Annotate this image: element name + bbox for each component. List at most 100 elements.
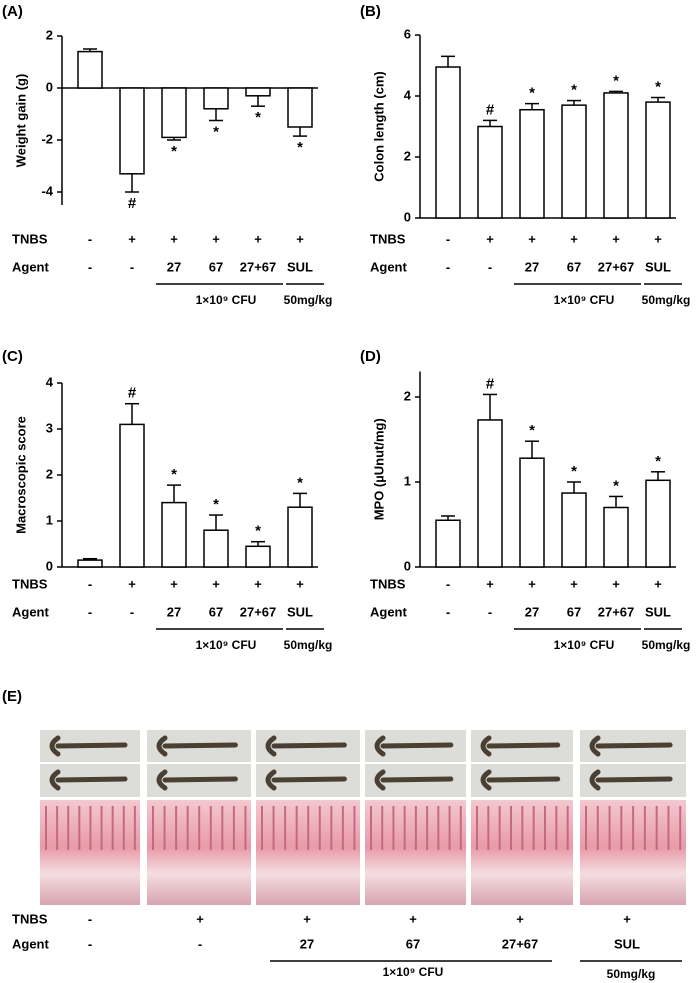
- tnbs-sign: +: [623, 911, 631, 926]
- tnbs-sign: +: [170, 231, 178, 246]
- agent-label: -: [130, 604, 134, 619]
- significance: *: [655, 453, 661, 470]
- bar: [435, 519, 461, 568]
- row-label: Agent: [12, 604, 50, 619]
- bar: [161, 501, 187, 568]
- agent-label: 67: [406, 936, 420, 951]
- tnbs-sign: +: [486, 231, 494, 246]
- agent-label: SUL: [645, 604, 671, 619]
- tnbs-sign: +: [486, 576, 494, 591]
- agent-label: 67: [567, 259, 581, 274]
- group-label: 50mg/kg: [284, 293, 333, 307]
- significance: *: [171, 466, 177, 483]
- y-tick-label: -4: [41, 183, 53, 198]
- y-tick-label: 1: [46, 512, 53, 527]
- panel-title: (C): [2, 348, 23, 365]
- tnbs-sign: +: [296, 231, 304, 246]
- y-axis-label: Colon length (cm): [371, 71, 386, 182]
- bar: [119, 423, 145, 568]
- tnbs-sign: +: [296, 576, 304, 591]
- colon-specimen: [374, 735, 454, 757]
- tnbs-sign: +: [254, 231, 262, 246]
- tnbs-sign: -: [88, 576, 92, 591]
- agent-label: 27+67: [502, 936, 539, 951]
- agent-label: 27+67: [240, 604, 277, 619]
- colon-specimen: [589, 769, 673, 791]
- tnbs-sign: +: [128, 576, 136, 591]
- tnbs-sign: +: [612, 576, 620, 591]
- agent-label: 67: [567, 604, 581, 619]
- agent-label: -: [130, 259, 134, 274]
- agent-label: 27: [300, 936, 314, 951]
- tnbs-sign: +: [254, 576, 262, 591]
- agent-label: 27+67: [598, 604, 635, 619]
- group-label: 50mg/kg: [642, 293, 691, 307]
- bar: [645, 479, 671, 568]
- significance: *: [213, 496, 219, 513]
- bar: [119, 87, 145, 175]
- row-label: TNBS: [12, 231, 48, 246]
- bar: [287, 506, 313, 568]
- group-label: 1×10⁹ CFU: [554, 293, 615, 307]
- significance: *: [297, 139, 303, 156]
- agent-label: SUL: [614, 936, 640, 951]
- group-label: 1×10⁹ CFU: [554, 638, 615, 652]
- y-axis-label: Weight gain (g): [13, 74, 28, 168]
- group-label: 50mg/kg: [607, 967, 656, 981]
- colon-specimen: [49, 769, 128, 791]
- tnbs-sign: +: [528, 576, 536, 591]
- agent-label: SUL: [287, 259, 313, 274]
- bar: [519, 457, 545, 568]
- row-label: Agent: [12, 259, 50, 274]
- tnbs-sign: +: [409, 911, 417, 926]
- y-tick-label: 4: [46, 374, 54, 389]
- panel-title: (D): [360, 348, 381, 365]
- group-label: 1×10⁹ CFU: [196, 293, 257, 307]
- row-label: TNBS: [12, 576, 48, 591]
- bar: [561, 492, 587, 568]
- y-tick-label: 1: [404, 473, 411, 488]
- bar: [77, 50, 103, 89]
- y-tick-label: 0: [404, 558, 411, 573]
- panel-title: (A): [2, 3, 23, 20]
- bar: [477, 125, 503, 219]
- agent-label: -: [488, 604, 492, 619]
- significance: #: [486, 375, 495, 392]
- agent-label: SUL: [645, 259, 671, 274]
- tnbs-sign: +: [570, 576, 578, 591]
- significance: #: [128, 195, 137, 212]
- agent-label: 67: [209, 259, 223, 274]
- significance: *: [255, 523, 261, 540]
- row-label: Agent: [12, 936, 50, 951]
- bar: [287, 87, 313, 128]
- tnbs-sign: +: [654, 576, 662, 591]
- colon-specimen: [156, 769, 238, 791]
- tnbs-sign: -: [446, 576, 450, 591]
- agent-label: 27+67: [240, 259, 277, 274]
- agent-label: 27: [167, 259, 181, 274]
- bar: [245, 87, 271, 97]
- group-label: 1×10⁹ CFU: [196, 638, 257, 652]
- bar: [477, 419, 503, 568]
- group-label: 50mg/kg: [284, 638, 333, 652]
- colon-specimen: [480, 769, 561, 791]
- agent-label: 67: [209, 604, 223, 619]
- significance: *: [171, 143, 177, 160]
- bar: [603, 506, 629, 568]
- bar: [245, 545, 271, 568]
- y-axis-label: MPO (µUnut/mg): [371, 418, 386, 520]
- colon-specimen: [265, 769, 347, 791]
- significance: *: [571, 463, 577, 480]
- tnbs-sign: +: [612, 231, 620, 246]
- y-axis-label: Macroscopic score: [13, 416, 28, 534]
- agent-label: -: [488, 259, 492, 274]
- agent-label: 27: [167, 604, 181, 619]
- y-tick-label: 3: [46, 420, 53, 435]
- y-tick-label: -2: [41, 131, 53, 146]
- panel-title: (B): [360, 3, 381, 20]
- y-tick-label: 2: [46, 27, 53, 42]
- y-tick-label: 0: [46, 79, 53, 94]
- tnbs-sign: +: [528, 231, 536, 246]
- colon-specimen: [49, 735, 128, 757]
- panel-e: [40, 730, 686, 905]
